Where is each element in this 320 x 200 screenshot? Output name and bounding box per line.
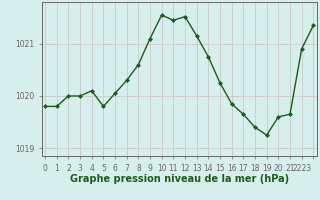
X-axis label: Graphe pression niveau de la mer (hPa): Graphe pression niveau de la mer (hPa) <box>70 174 289 184</box>
